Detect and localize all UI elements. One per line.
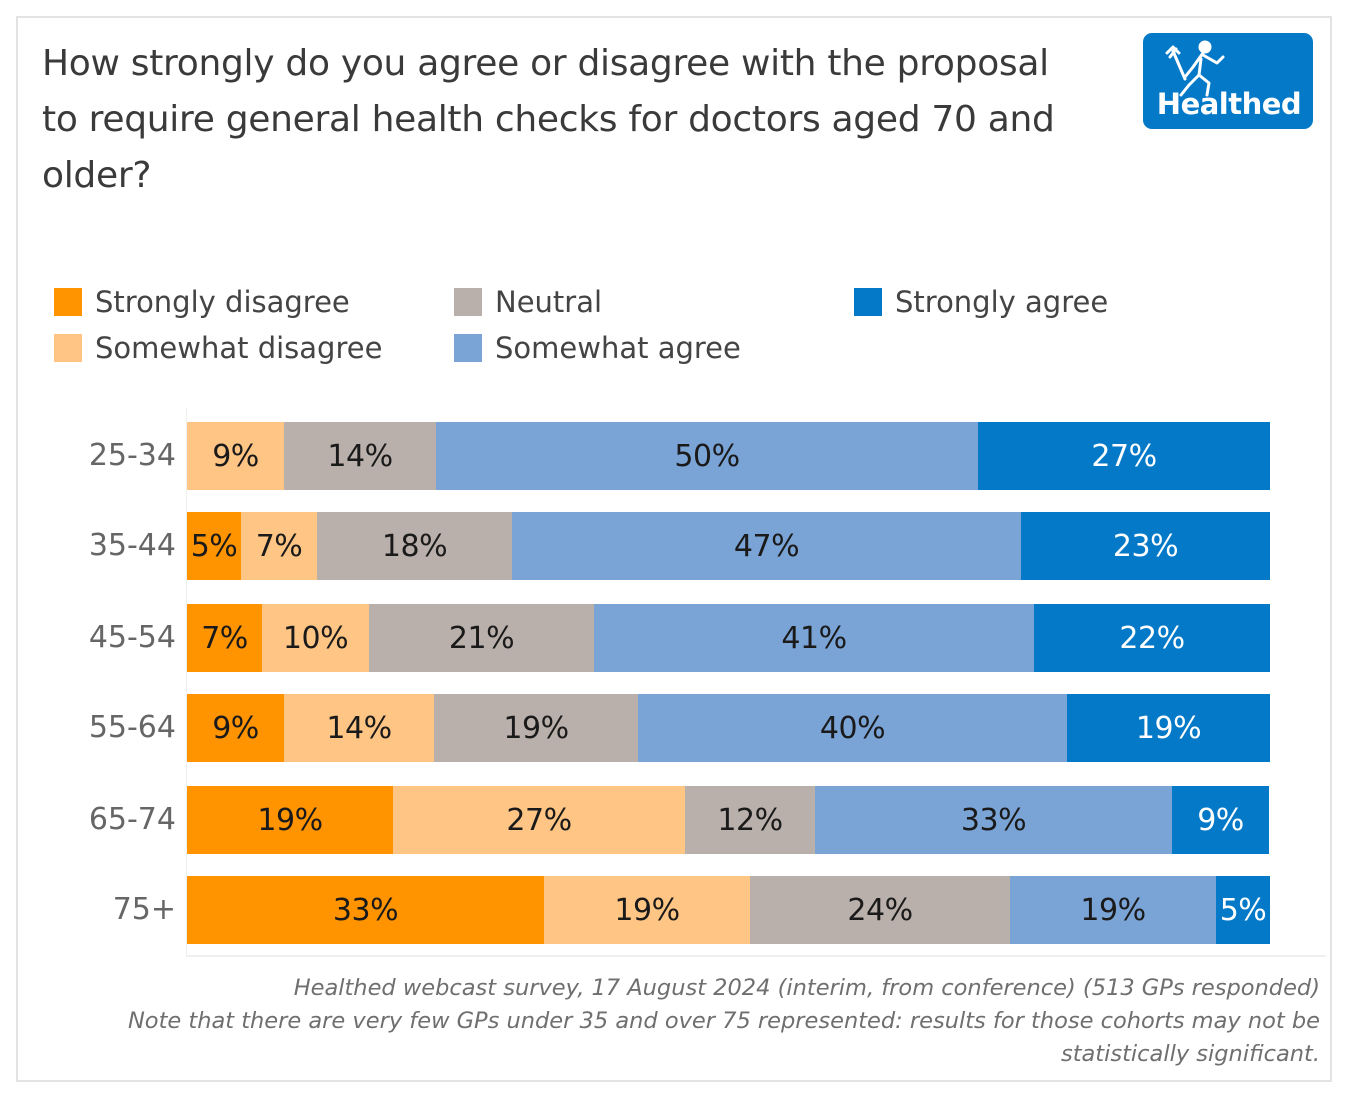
running-figure-icon [1165, 40, 1225, 97]
legend-label: Neutral [495, 285, 603, 319]
bar-segment-somewhat-agree: 33% [815, 786, 1172, 854]
bar-data-label: 9% [1197, 802, 1244, 838]
healthed-logo: Healthed [1143, 33, 1313, 129]
bar-data-label: 24% [847, 892, 913, 928]
bar-segment-somewhat-disagree: 10% [262, 604, 369, 672]
legend-label: Somewhat disagree [95, 331, 383, 365]
chart-title: How strongly do you agree or disagree wi… [42, 43, 1055, 196]
bar-segment-strongly-disagree: 33% [187, 876, 544, 944]
bar-segment-strongly-disagree: 9% [187, 694, 284, 762]
bar-data-label: 7% [201, 620, 248, 656]
bar-segment-somewhat-disagree: 7% [241, 512, 317, 580]
bar-data-label: 47% [733, 528, 800, 564]
bar-data-label: 40% [819, 710, 886, 746]
legend-item-strongly-agree: Strongly agree [854, 282, 1108, 322]
bar-segment-neutral: 24% [750, 876, 1010, 944]
bar-row-75: 33% 19% 24% 19% 5% [187, 876, 1270, 944]
bar-data-label: 14% [326, 710, 392, 746]
bar-data-label: 19% [1135, 710, 1202, 746]
bar-row-35-44: 5% 7% 18% 47% 23% [187, 512, 1270, 580]
y-axis-line [186, 408, 187, 956]
legend-label: Somewhat agree [495, 331, 741, 365]
bar-segment-somewhat-agree: 19% [1010, 876, 1216, 944]
bar-segment-neutral: 14% [284, 422, 436, 490]
logo-text: Healthed [1156, 87, 1302, 121]
bar-data-label: 7% [255, 528, 303, 564]
bar-data-label: 5% [1219, 892, 1267, 928]
bar-segment-neutral: 12% [685, 786, 815, 854]
bar-segment-strongly-disagree: 7% [187, 604, 262, 672]
legend-label: Strongly disagree [95, 285, 350, 319]
y-tick-label: 75+ [112, 892, 176, 927]
legend-item-strongly-disagree: Strongly disagree [54, 282, 350, 322]
bar-data-label: 5% [190, 528, 238, 564]
chart-footer: Healthed webcast survey, 17 August 2024 … [70, 972, 1320, 1071]
bar-segment-somewhat-agree: 41% [594, 604, 1034, 672]
bar-data-label: 10% [282, 620, 349, 656]
bar-segment-somewhat-agree: 50% [436, 422, 978, 490]
bar-data-label: 9% [212, 710, 259, 746]
bar-data-label: 12% [717, 802, 783, 838]
bar-data-label: 33% [960, 802, 1027, 838]
bar-data-label: 19% [257, 802, 323, 838]
caveat-note: Note that there are very few GPs under 3… [127, 1008, 1320, 1067]
legend-swatch-somewhat-agree [454, 334, 482, 362]
legend-swatch-strongly-agree [854, 288, 882, 316]
legend-item-neutral: Neutral [454, 282, 602, 322]
x-axis-line [186, 955, 1326, 957]
bar-segment-strongly-agree: 22% [1034, 604, 1270, 672]
bar-data-label: 19% [1080, 892, 1146, 928]
bar-segment-somewhat-disagree: 19% [544, 876, 750, 944]
bar-segment-strongly-agree: 9% [1172, 786, 1269, 854]
bar-segment-neutral: 21% [369, 604, 594, 672]
source-note: Healthed webcast survey, 17 August 2024 … [293, 975, 1320, 1001]
y-tick-label: 45-54 [88, 620, 176, 655]
y-tick-label: 55-64 [88, 710, 176, 745]
bar-segment-neutral: 18% [317, 512, 512, 580]
y-tick-label: 25-34 [88, 438, 176, 473]
y-tick-label: 65-74 [88, 802, 176, 837]
bar-row-65-74: 19% 27% 12% 33% 9% [187, 786, 1270, 854]
bar-data-label: 27% [506, 802, 572, 838]
bar-data-label: 33% [332, 892, 399, 928]
bar-data-label: 21% [448, 620, 515, 656]
bar-data-label: 22% [1119, 620, 1185, 656]
legend-label: Strongly agree [895, 285, 1109, 319]
bar-segment-somewhat-agree: 47% [512, 512, 1021, 580]
bar-segment-strongly-agree: 27% [978, 422, 1270, 490]
bar-segment-strongly-agree: 5% [1216, 876, 1270, 944]
y-tick-label: 35-44 [88, 528, 176, 563]
bar-data-label: 9% [212, 438, 259, 474]
bar-segment-strongly-disagree: 19% [187, 786, 393, 854]
legend-swatch-somewhat-disagree [54, 334, 82, 362]
bar-segment-strongly-agree: 23% [1021, 512, 1270, 580]
bar-data-label: 41% [781, 620, 847, 656]
bar-segment-strongly-agree: 19% [1067, 694, 1270, 762]
bar-row-45-54: 7% 10% 21% 41% 22% [187, 604, 1270, 672]
bar-segment-somewhat-agree: 40% [638, 694, 1067, 762]
bar-segment-somewhat-disagree: 14% [284, 694, 434, 762]
bar-row-25-34: 9% 14% 50% 27% [187, 422, 1270, 490]
bar-data-label: 50% [674, 438, 740, 474]
bar-data-label: 23% [1112, 528, 1179, 564]
legend-item-somewhat-agree: Somewhat agree [454, 328, 741, 368]
bar-data-label: 18% [381, 528, 448, 564]
bar-segment-somewhat-disagree: 27% [393, 786, 685, 854]
bar-segment-somewhat-disagree: 9% [187, 422, 284, 490]
bar-data-label: 14% [327, 438, 393, 474]
chart-legend: Strongly disagree Somewhat disagree Neutra… [54, 282, 1254, 382]
legend-swatch-neutral [454, 288, 482, 316]
bar-data-label: 27% [1091, 438, 1157, 474]
bar-segment-neutral: 19% [434, 694, 638, 762]
legend-item-somewhat-disagree: Somewhat disagree [54, 328, 382, 368]
legend-swatch-strongly-disagree [54, 288, 82, 316]
bar-row-55-64: 9% 14% 19% 40% 19% [187, 694, 1270, 762]
bar-data-label: 19% [503, 710, 569, 746]
bar-segment-strongly-disagree: 5% [187, 512, 241, 580]
bar-data-label: 19% [614, 892, 680, 928]
